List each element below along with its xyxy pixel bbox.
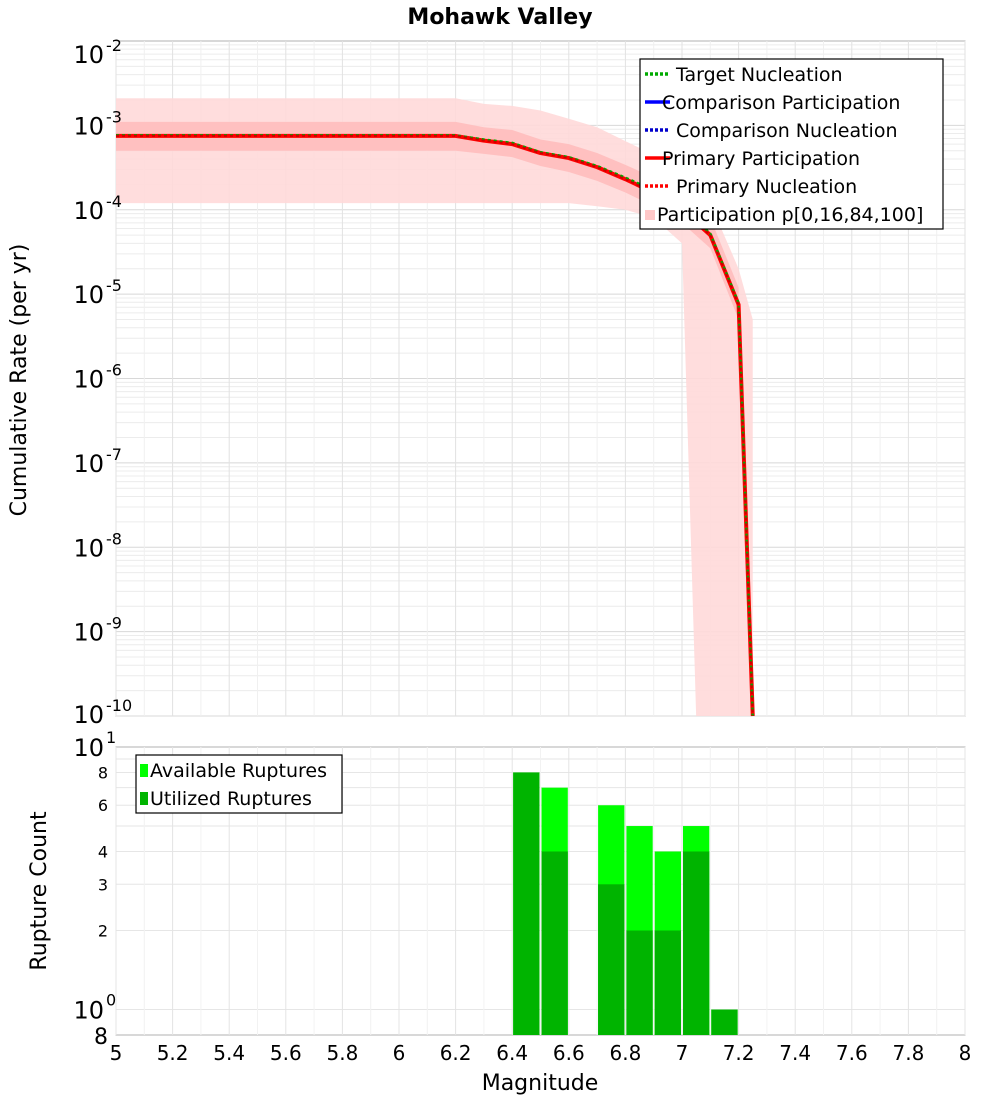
y-tick-exponent: -10 [106,696,132,715]
legend-swatch [140,792,148,805]
legend-box [135,754,343,814]
y-tick-exponent: -4 [106,192,122,211]
utilized-bar [683,851,710,1035]
x-tick-label: 8 [959,1041,972,1065]
band-p-16-84- [116,121,739,320]
y-tick-label: 10 [73,701,104,729]
utilized-bar [711,1009,738,1035]
magnitude-x-axis-label: Magnitude [482,1071,599,1096]
rupture-plot-grid [115,747,966,1035]
y-tick-label: 4 [98,842,108,861]
utilized-bar [513,772,540,1035]
y-tick-exponent: -3 [106,107,122,126]
rate-y-ticks: 10-210-310-410-510-610-710-810-910-10 [73,36,132,729]
rate-lines [116,133,755,717]
x-tick-label: 7 [676,1041,689,1065]
y-tick-label: 10 [73,734,104,762]
legend-box [639,58,944,230]
legend-label: Target Nucleation [675,64,843,86]
x-tick-label: 6.2 [440,1041,472,1065]
legend-label: Comparison Nucleation [676,120,898,142]
rate-legend: Target Nucleation Comparison Participatio… [639,58,944,230]
x-tick-label: 7.2 [723,1041,755,1065]
x-tick-label: 7.4 [779,1041,811,1065]
x-tick-label: 6.6 [553,1041,585,1065]
utilized-bar [541,851,568,1035]
y-tick-label: 10 [73,281,104,309]
x-tick-label: 6.8 [609,1041,641,1065]
utilized-bar [598,884,625,1035]
y-tick-label: 2 [98,922,108,941]
y-tick-label: 10 [73,450,104,478]
participation-bands [116,98,753,716]
x-tick-label: 7.8 [892,1041,924,1065]
y-tick-exponent: -2 [106,36,122,55]
legend-label: Participation p[0,16,84,100] [657,204,923,226]
chart-title: Mohawk Valley [407,5,592,30]
target-nucleation-line [116,134,754,717]
band-p-0-100- [116,98,753,716]
x-tick-label: 6 [393,1041,406,1065]
y-tick-label: 10 [73,619,104,647]
x-tick-label: 6.4 [496,1041,528,1065]
y-tick-label: 10 [73,41,104,69]
rupture-legend: Available Ruptures Utilized Ruptures [135,754,343,814]
y-tick-label: 10 [73,997,104,1025]
y-tick-exponent: -5 [106,276,122,295]
legend-label: Utilized Ruptures [150,788,312,810]
rupture-bars [513,772,738,1035]
rate-y-axis-label: Cumulative Rate (per yr) [7,244,32,517]
utilized-bar [654,930,681,1035]
x-tick-label: 5.6 [270,1041,302,1065]
y-tick-exponent: -6 [106,361,122,380]
y-tick-label: 8 [94,1025,108,1050]
y-tick-label: 10 [73,112,104,140]
legend-label: Available Ruptures [150,760,327,782]
x-tick-label: 5.8 [326,1041,358,1065]
y-tick-label: 3 [98,875,108,894]
y-tick-exponent: -7 [106,445,122,464]
x-tick-label: 5 [110,1041,123,1065]
rate-plot: 10-210-310-410-510-610-710-810-910-10 Cu… [7,36,966,729]
legend-swatch [645,210,655,220]
legend-swatch [140,764,148,777]
y-tick-exponent: -8 [106,529,122,548]
x-tick-label: 7.6 [836,1041,868,1065]
primary-nucleation-line [116,134,754,717]
y-tick-exponent: 0 [106,991,116,1010]
y-tick-label: 10 [73,197,104,225]
y-tick-label: 6 [98,796,108,815]
x-tick-label: 5.4 [213,1041,245,1065]
utilized-bar [626,930,653,1035]
x-tick-label: 5.2 [157,1041,189,1065]
y-tick-label: 10 [73,534,104,562]
y-tick-label: 10 [73,366,104,394]
y-tick-label: 8 [98,763,108,782]
legend-label: Primary Participation [662,148,860,170]
y-tick-exponent: -9 [106,614,122,633]
y-tick-exponent: 1 [106,728,116,747]
legend-label: Primary Nucleation [676,176,857,198]
rupture-y-axis-label: Rupture Count [27,811,52,971]
legend-label: Comparison Participation [662,92,900,114]
magnitude-x-ticks: 5 5.2 5.4 5.6 5.8 6 6.2 6.4 6.6 6.8 7 7.2 7.4 7.6 7.8 8 [110,1041,972,1065]
